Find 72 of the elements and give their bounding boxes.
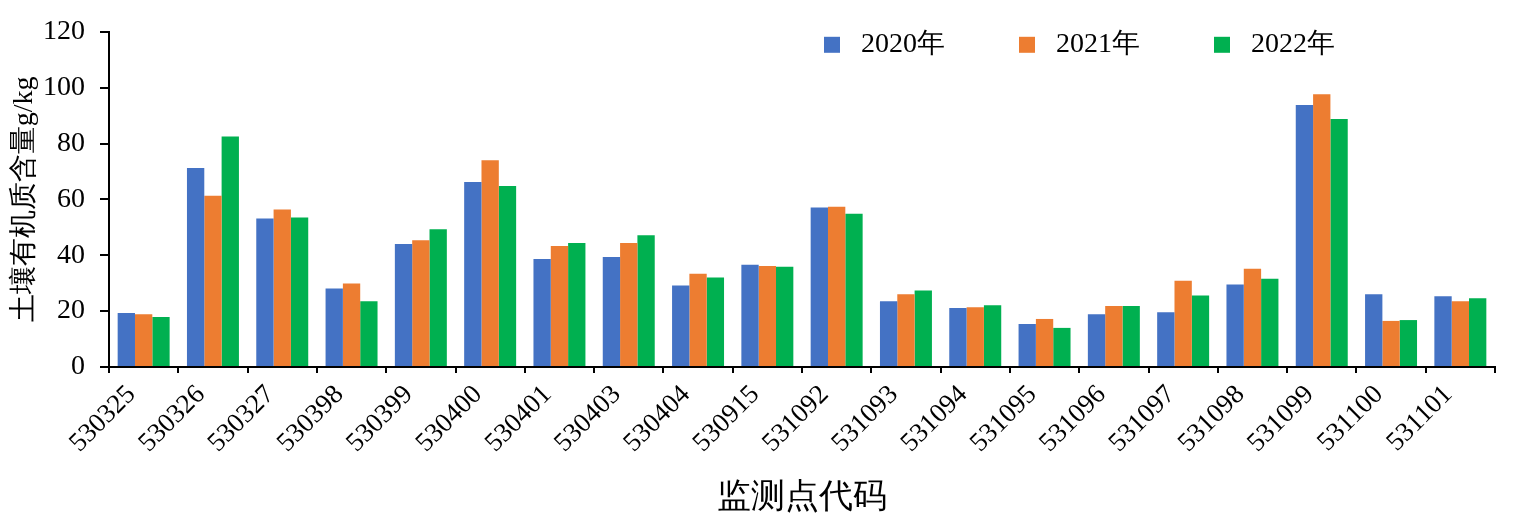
bar bbox=[1191, 295, 1210, 366]
bar bbox=[689, 273, 707, 366]
y-tick-label: 100 bbox=[43, 70, 85, 102]
y-tick-label: 80 bbox=[57, 125, 85, 157]
bar bbox=[290, 217, 309, 366]
bar bbox=[966, 307, 984, 366]
bar bbox=[741, 264, 759, 366]
bar bbox=[186, 168, 205, 366]
y-tick-label: 40 bbox=[57, 237, 85, 269]
legend-label: 2022年 bbox=[1251, 27, 1335, 59]
bar bbox=[637, 235, 655, 366]
legend-label: 2021年 bbox=[1056, 27, 1140, 59]
bar bbox=[1330, 118, 1348, 366]
bar bbox=[429, 229, 447, 366]
bar bbox=[221, 136, 239, 366]
bar bbox=[273, 209, 291, 366]
bar bbox=[1399, 320, 1418, 366]
bar bbox=[827, 206, 846, 366]
bar bbox=[1053, 327, 1071, 366]
bar bbox=[204, 195, 222, 366]
bar bbox=[550, 246, 569, 366]
bar bbox=[1243, 268, 1262, 366]
bar bbox=[464, 182, 482, 366]
bar bbox=[1122, 306, 1140, 366]
bar bbox=[845, 213, 863, 366]
bar bbox=[1035, 318, 1054, 366]
bar bbox=[1157, 312, 1175, 366]
bar bbox=[568, 242, 586, 366]
bar bbox=[152, 317, 170, 366]
y-tick-label: 0 bbox=[71, 349, 85, 381]
bar bbox=[1174, 280, 1192, 366]
y-tick-label: 20 bbox=[57, 293, 85, 325]
bar bbox=[602, 256, 621, 366]
bar bbox=[256, 218, 274, 366]
bar bbox=[1105, 306, 1123, 366]
bar bbox=[325, 288, 343, 366]
bar bbox=[342, 283, 361, 366]
bar bbox=[914, 290, 932, 366]
bar bbox=[1295, 104, 1314, 366]
bar bbox=[879, 301, 898, 366]
bar bbox=[620, 242, 638, 366]
bar bbox=[1313, 94, 1331, 366]
bar bbox=[1226, 284, 1244, 366]
bar bbox=[1469, 298, 1487, 366]
bar bbox=[1451, 301, 1470, 366]
bar bbox=[134, 314, 153, 366]
legend-label: 2020年 bbox=[861, 27, 945, 59]
bar bbox=[1382, 320, 1400, 366]
bar bbox=[394, 244, 413, 366]
x-axis-title: 监测点代码 bbox=[717, 476, 887, 514]
bar bbox=[1018, 323, 1036, 366]
bar bbox=[533, 258, 551, 366]
bar bbox=[360, 301, 378, 366]
bar bbox=[117, 313, 135, 366]
bar bbox=[1261, 278, 1279, 366]
bar bbox=[672, 285, 690, 366]
bar bbox=[706, 277, 725, 366]
bar bbox=[897, 294, 915, 366]
bar bbox=[412, 240, 430, 366]
bar bbox=[949, 308, 967, 366]
bar bbox=[983, 305, 1002, 366]
y-tick-label: 60 bbox=[57, 181, 85, 213]
y-tick-label: 120 bbox=[43, 14, 85, 46]
bar bbox=[776, 266, 794, 366]
bar bbox=[810, 207, 828, 366]
bar bbox=[758, 265, 777, 366]
bar bbox=[1365, 294, 1383, 366]
bar bbox=[498, 185, 517, 366]
bar bbox=[1087, 314, 1106, 366]
bar bbox=[481, 160, 499, 366]
bar bbox=[1434, 296, 1452, 366]
y-axis-title: 土壤有机质含量g/kg bbox=[7, 76, 39, 323]
